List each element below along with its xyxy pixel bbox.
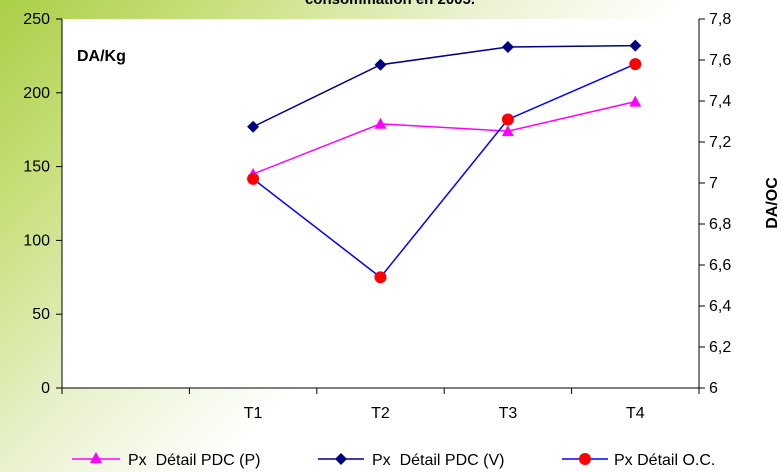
series-layer <box>247 39 642 284</box>
left-axis-tick-label: 150 <box>23 159 50 176</box>
plot-area <box>62 19 699 388</box>
legend-label-v: Px Détail PDC (V) <box>372 452 504 469</box>
data-point-circle <box>501 113 514 126</box>
x-axis-tick-label: T2 <box>371 405 390 422</box>
chart-title: consommation en 2005. <box>305 0 475 8</box>
left-axis-tick-label: 200 <box>23 85 50 102</box>
left-axis-tick-label: 50 <box>32 306 50 323</box>
right-axis-tick-label: 7,6 <box>709 52 731 69</box>
x-axis-tick-label: T1 <box>244 405 263 422</box>
data-point-diamond <box>501 41 514 54</box>
legend: Px Détail PDC (P) Px Détail PDC (V) Px D… <box>72 452 715 469</box>
legend-item-v: Px Détail PDC (V) <box>318 452 504 469</box>
data-point-triangle <box>501 125 514 137</box>
x-axis-tick-label: T4 <box>626 405 645 422</box>
right-axis-tick-label: 6,8 <box>709 216 731 233</box>
right-axis-tick-label: 6,2 <box>709 339 731 356</box>
data-point-triangle <box>629 95 642 107</box>
right-axis-tick-label: 6,4 <box>709 298 731 315</box>
legend-label-oc: Px Détail O.C. <box>614 452 715 469</box>
data-point-diamond <box>374 58 387 71</box>
x-axis-tick-label: T3 <box>499 405 518 422</box>
data-point-circle <box>374 271 387 284</box>
data-point-circle <box>247 172 260 185</box>
left-axis-tick-label: 250 <box>23 11 50 28</box>
right-axis-tick-label: 7 <box>709 175 718 192</box>
right-axis-tick-label: 7,8 <box>709 11 731 28</box>
left-axis-title: DA/Kg <box>77 48 126 65</box>
series-line-1 <box>252 44 636 128</box>
series-line-2 <box>252 63 636 279</box>
data-point-diamond <box>247 120 260 133</box>
legend-item-oc: Px Détail O.C. <box>562 452 715 469</box>
series-line-0 <box>252 100 636 175</box>
left-axis-tick-label: 0 <box>41 380 50 397</box>
right-axis-title: DA/OC <box>764 177 781 229</box>
left-axis-tick-label: 100 <box>23 232 50 249</box>
legend-item-p: Px Détail PDC (P) <box>72 452 260 469</box>
data-point-diamond <box>629 39 642 52</box>
left-axis: 0 50 100 150 200 250 <box>23 11 63 397</box>
data-point-circle <box>629 58 642 71</box>
right-axis-tick-label: 7,2 <box>709 134 731 151</box>
legend-triangle-marker <box>90 452 102 463</box>
legend-circle-marker <box>579 453 591 465</box>
data-point-triangle <box>374 117 387 129</box>
right-axis-tick-label: 7,4 <box>709 93 731 110</box>
right-axis-tick-label: 6 <box>709 380 718 397</box>
legend-diamond-marker <box>335 453 347 465</box>
right-axis: 6 6,2 6,4 6,6 6,8 7 7,2 7,4 7,6 7,8 <box>698 11 731 397</box>
x-axis: T1 T2 T3 T4 <box>61 387 700 422</box>
right-axis-tick-label: 6,6 <box>709 257 731 274</box>
legend-label-p: Px Détail PDC (P) <box>128 452 260 469</box>
